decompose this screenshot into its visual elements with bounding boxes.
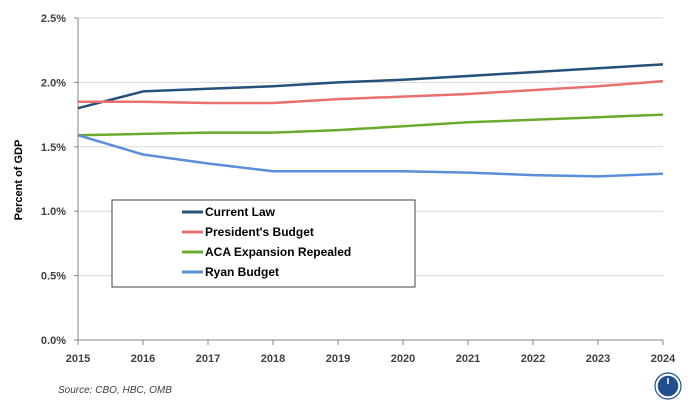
legend-label: Ryan Budget	[205, 265, 279, 279]
legend-label: President's Budget	[205, 225, 314, 239]
y-axis-label: Percent of GDP	[13, 140, 25, 221]
legend-box	[111, 199, 416, 288]
y-tick-label: 1.0%	[41, 206, 66, 218]
x-tick-label: 2018	[261, 353, 285, 365]
series-line-ryan-budget	[77, 134, 664, 178]
x-tick-label: 2015	[66, 353, 90, 365]
x-tick-label: 2016	[131, 353, 155, 365]
x-tick-label: 2022	[521, 353, 545, 365]
x-tick-label: 2020	[391, 353, 415, 365]
series-line-aca-expansion-repealed	[77, 113, 664, 137]
y-tick-label: 0.0%	[41, 335, 66, 347]
legend: Current Law President's Budget ACA Expansi…	[111, 199, 416, 288]
y-tick-label: 2.5%	[41, 13, 66, 25]
x-tick-label: 2021	[456, 353, 480, 365]
x-tick-label: 2023	[586, 353, 610, 365]
y-tick-label: 0.5%	[41, 271, 66, 283]
legend-label: ACA Expansion Repealed	[205, 245, 351, 259]
x-tick-label: 2019	[326, 353, 350, 365]
y-tick-label: 2.0%	[41, 77, 66, 89]
series-line-president-s-budget	[78, 79, 664, 105]
x-tick-label: 2017	[196, 353, 220, 365]
x-tick-label: 2024	[651, 353, 676, 365]
legend-label: Current Law	[205, 205, 276, 219]
y-tick-label: 1.5%	[41, 142, 66, 154]
logo-icon	[654, 372, 682, 400]
source-note: Source: CBO, HBC, OMB	[58, 385, 172, 396]
series-line-current-law	[77, 63, 664, 110]
